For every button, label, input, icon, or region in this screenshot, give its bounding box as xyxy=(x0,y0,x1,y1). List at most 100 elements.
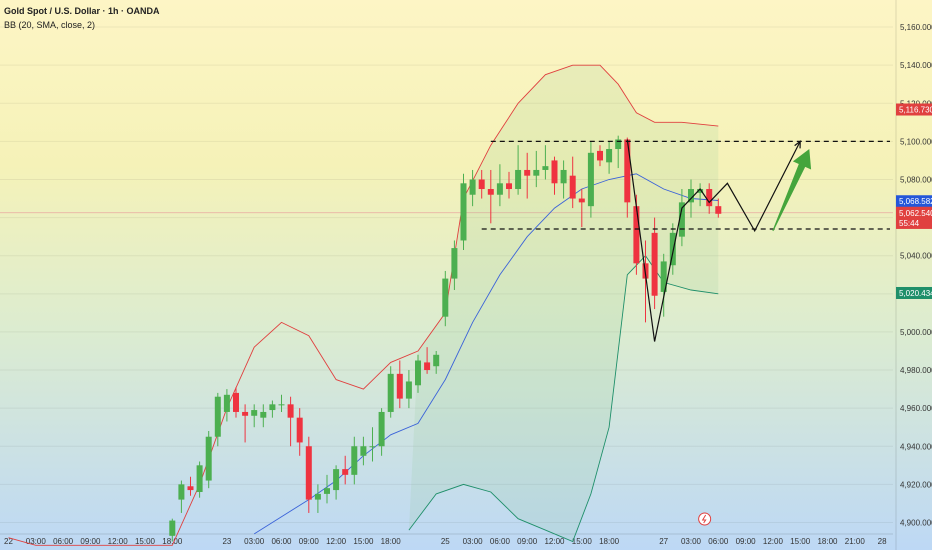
candle-body xyxy=(697,189,704,193)
time-tick-label: 15:00 xyxy=(572,537,593,546)
candle-body xyxy=(660,261,667,292)
candle-body xyxy=(624,139,631,203)
green-arrow xyxy=(772,149,812,232)
candle-body xyxy=(169,520,176,536)
candle-body xyxy=(378,411,385,447)
time-tick-label: 15:00 xyxy=(135,537,156,546)
candle-body xyxy=(223,394,230,412)
price-badge-label: 5,068.582 xyxy=(899,197,932,206)
price-badge-label: 5,020.434 xyxy=(899,289,932,298)
candle-body xyxy=(551,160,558,184)
bb-upper-line xyxy=(8,64,719,546)
candle-body xyxy=(506,183,512,190)
price-badge-label: 5,062.540 xyxy=(899,209,932,218)
candle-body xyxy=(688,189,694,203)
candle-body xyxy=(351,446,358,475)
candle-body xyxy=(706,189,713,207)
time-tick-label: 23 xyxy=(222,537,231,546)
event-icon xyxy=(698,512,712,526)
candle-body xyxy=(615,139,622,150)
price-badge xyxy=(896,103,932,116)
price-tick-label: 5,160.000 xyxy=(900,23,932,32)
candle-body xyxy=(597,150,603,161)
candle-body xyxy=(542,166,549,170)
candle-body xyxy=(196,465,203,492)
indicator-label: BB (20, SMA, close, 2) xyxy=(4,20,96,30)
candle-body xyxy=(251,410,258,416)
candle-body xyxy=(278,404,285,406)
time-tick-label: 21:00 xyxy=(845,537,866,546)
price-badge-label: 55:44 xyxy=(899,219,920,228)
lightning-icon xyxy=(701,514,707,524)
time-tick-label: 28 xyxy=(878,537,887,546)
candle-body xyxy=(415,360,421,386)
bb-lower-line xyxy=(408,254,719,543)
candles xyxy=(169,135,722,542)
projections xyxy=(626,139,812,342)
candle-body xyxy=(242,411,249,416)
candle-body xyxy=(424,362,431,371)
candle-body xyxy=(478,179,485,190)
time-tick-label: 09:00 xyxy=(299,537,320,546)
candle-body xyxy=(178,484,185,500)
candle-body xyxy=(606,149,613,163)
candle-body xyxy=(487,189,494,195)
candle-body xyxy=(651,232,658,296)
candle-body xyxy=(387,373,394,412)
candle-body xyxy=(305,446,312,500)
time-tick-label: 27 xyxy=(659,537,668,546)
price-tick-label: 5,080.000 xyxy=(900,175,932,184)
candle-body xyxy=(560,169,567,184)
time-tick-label: 03:00 xyxy=(681,537,702,546)
candle-body xyxy=(678,202,685,237)
time-tick-label: 06:00 xyxy=(271,537,292,546)
candle-body xyxy=(587,152,594,207)
time-tick-label: 12:00 xyxy=(326,537,347,546)
price-tick-label: 5,040.000 xyxy=(900,252,932,261)
candle-body xyxy=(496,183,503,195)
projection-path xyxy=(626,139,801,342)
time-tick-label: 06:00 xyxy=(708,537,729,546)
price-tick-label: 4,920.000 xyxy=(900,480,932,489)
candle-body xyxy=(515,169,522,190)
candle-body xyxy=(269,404,276,411)
time-tick-label: 12:00 xyxy=(763,537,784,546)
candle-body xyxy=(442,278,449,317)
candle-body xyxy=(669,232,676,266)
chart-title: Gold Spot / U.S. Dollar · 1h · OANDA xyxy=(4,6,160,16)
price-badge xyxy=(896,286,932,299)
projection-arrowhead xyxy=(794,140,801,149)
candle-body xyxy=(314,493,321,500)
time-tick-label: 15:00 xyxy=(790,537,811,546)
candle-body xyxy=(333,469,340,491)
time-tick-label: 12:00 xyxy=(108,537,129,546)
time-tick-label: 25 xyxy=(441,537,450,546)
candle-body xyxy=(214,396,221,437)
time-tick-label: 06:00 xyxy=(490,537,511,546)
candle-body xyxy=(433,354,440,367)
candle-body xyxy=(451,248,458,279)
price-badge xyxy=(896,216,932,229)
price-badge xyxy=(896,195,932,208)
price-badge xyxy=(896,206,932,219)
bollinger-bands xyxy=(8,64,719,546)
candle-body xyxy=(342,469,349,475)
candle-body xyxy=(205,436,212,481)
candle-body xyxy=(524,169,531,176)
time-tick-label: 09:00 xyxy=(736,537,757,546)
candle-body xyxy=(460,183,467,241)
price-tick-label: 5,000.000 xyxy=(900,328,932,337)
price-tick-label: 4,940.000 xyxy=(900,442,932,451)
candle-body xyxy=(633,206,640,264)
time-tick-label: 12:00 xyxy=(544,537,565,546)
time-tick-label: 03:00 xyxy=(463,537,484,546)
candle-body xyxy=(324,488,330,494)
candle-body xyxy=(569,175,576,199)
price-tick-label: 4,960.000 xyxy=(900,404,932,413)
price-tick-label: 5,140.000 xyxy=(900,61,932,70)
icons xyxy=(698,512,712,526)
candle-body xyxy=(715,206,722,214)
